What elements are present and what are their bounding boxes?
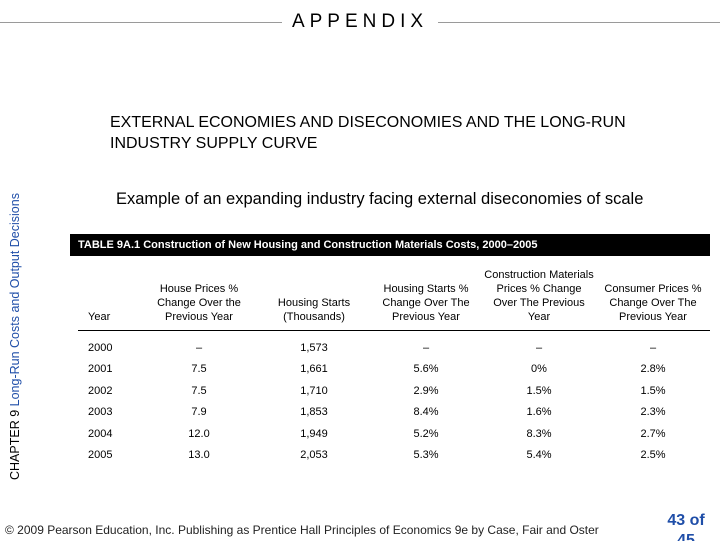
chapter-number: CHAPTER 9 [8, 409, 22, 480]
table-cell: 1,949 [300, 427, 328, 440]
column-header-year: Year [88, 311, 111, 323]
slide-title: EXTERNAL ECONOMIES AND DISECONOMIES AND … [110, 114, 626, 152]
table-cell: 2000 [88, 341, 113, 354]
column-header-housing-starts: Housing Starts (Thousands) [277, 297, 351, 323]
table-row: 2003 7.9 1,853 8.4% 1.6% 2.3% [78, 402, 710, 424]
table-cell: – [535, 341, 543, 354]
data-table: Year House Prices % Change Over the Prev… [78, 262, 710, 466]
table-cell: 1,710 [300, 384, 328, 397]
header-rule-right [438, 22, 720, 23]
header-title: APPENDIX [291, 11, 429, 32]
table-cell: 2.3% [640, 406, 666, 419]
table-cell: 5.6% [413, 363, 439, 376]
table-cell: 7.9 [191, 406, 207, 419]
header: APPENDIX [0, 10, 720, 34]
table-cell: 2001 [88, 363, 113, 376]
table-cell: 7.5 [191, 384, 207, 397]
table-row: 2002 7.5 1,710 2.9% 1.5% 1.5% [78, 380, 710, 402]
table-cell: 2,053 [300, 449, 328, 462]
table-cell: 5.2% [413, 427, 439, 440]
table-caption: TABLE 9A.1 Construction of New Housing a… [70, 234, 710, 256]
table-row: 2000 – 1,573 – – – [78, 331, 710, 359]
table-cell: 2.7% [640, 427, 666, 440]
table-cell: 1.6% [526, 406, 552, 419]
table-cell: 8.4% [413, 406, 439, 419]
table-header-row: Year House Prices % Change Over the Prev… [78, 262, 710, 331]
slide-subtitle: Example of an expanding industry facing … [116, 190, 644, 208]
table-cell: 1,661 [300, 363, 328, 376]
table-cell: 2.8% [640, 363, 666, 376]
table-row: 2005 13.0 2,053 5.3% 5.4% 2.5% [78, 445, 710, 467]
table-cell: 7.5 [191, 363, 207, 376]
page-total: 45 [677, 532, 695, 541]
table-cell: 2.5% [640, 449, 666, 462]
table-cell: 2004 [88, 427, 113, 440]
table-cell: 1,853 [300, 406, 328, 419]
table-cell: – [422, 341, 430, 354]
page-current: 43 of [667, 512, 705, 529]
table-cell: 2005 [88, 449, 113, 462]
table-cell: 12.0 [188, 427, 210, 440]
header-rule-left [0, 22, 282, 23]
column-header-housing-starts-change: Housing Starts % Change Over The Previou… [382, 283, 470, 323]
table-cell: 1.5% [640, 384, 666, 397]
page-number: 43 of 45 [662, 511, 710, 541]
table-row: 2004 12.0 1,949 5.2% 8.3% 2.7% [78, 423, 710, 445]
column-header-materials-prices: Construction Materials Prices % Change O… [484, 269, 594, 323]
column-header-house-prices: House Prices % Change Over the Previous … [157, 283, 241, 323]
table-cell: – [649, 341, 657, 354]
table-cell: 2002 [88, 384, 113, 397]
table-row: 2001 7.5 1,661 5.6% 0% 2.8% [78, 359, 710, 381]
table-cell: – [195, 341, 203, 354]
copyright-footer: © 2009 Pearson Education, Inc. Publishin… [5, 523, 599, 537]
table-cell: 13.0 [188, 449, 210, 462]
table-cell: 1,573 [300, 341, 328, 354]
table-cell: 2.9% [413, 384, 439, 397]
table-cell: 5.4% [526, 449, 552, 462]
table-cell: 5.3% [413, 449, 439, 462]
column-header-consumer-prices: Consumer Prices % Change Over The Previo… [604, 283, 702, 323]
table-cell: 2003 [88, 406, 113, 419]
chapter-sidebar: CHAPTER 9 Long-Run Costs and Output Deci… [5, 180, 25, 480]
table-cell: 0% [531, 363, 547, 376]
table-cell: 8.3% [526, 427, 552, 440]
chapter-label: Long-Run Costs and Output Decisions [8, 193, 22, 407]
table-cell: 1.5% [526, 384, 552, 397]
